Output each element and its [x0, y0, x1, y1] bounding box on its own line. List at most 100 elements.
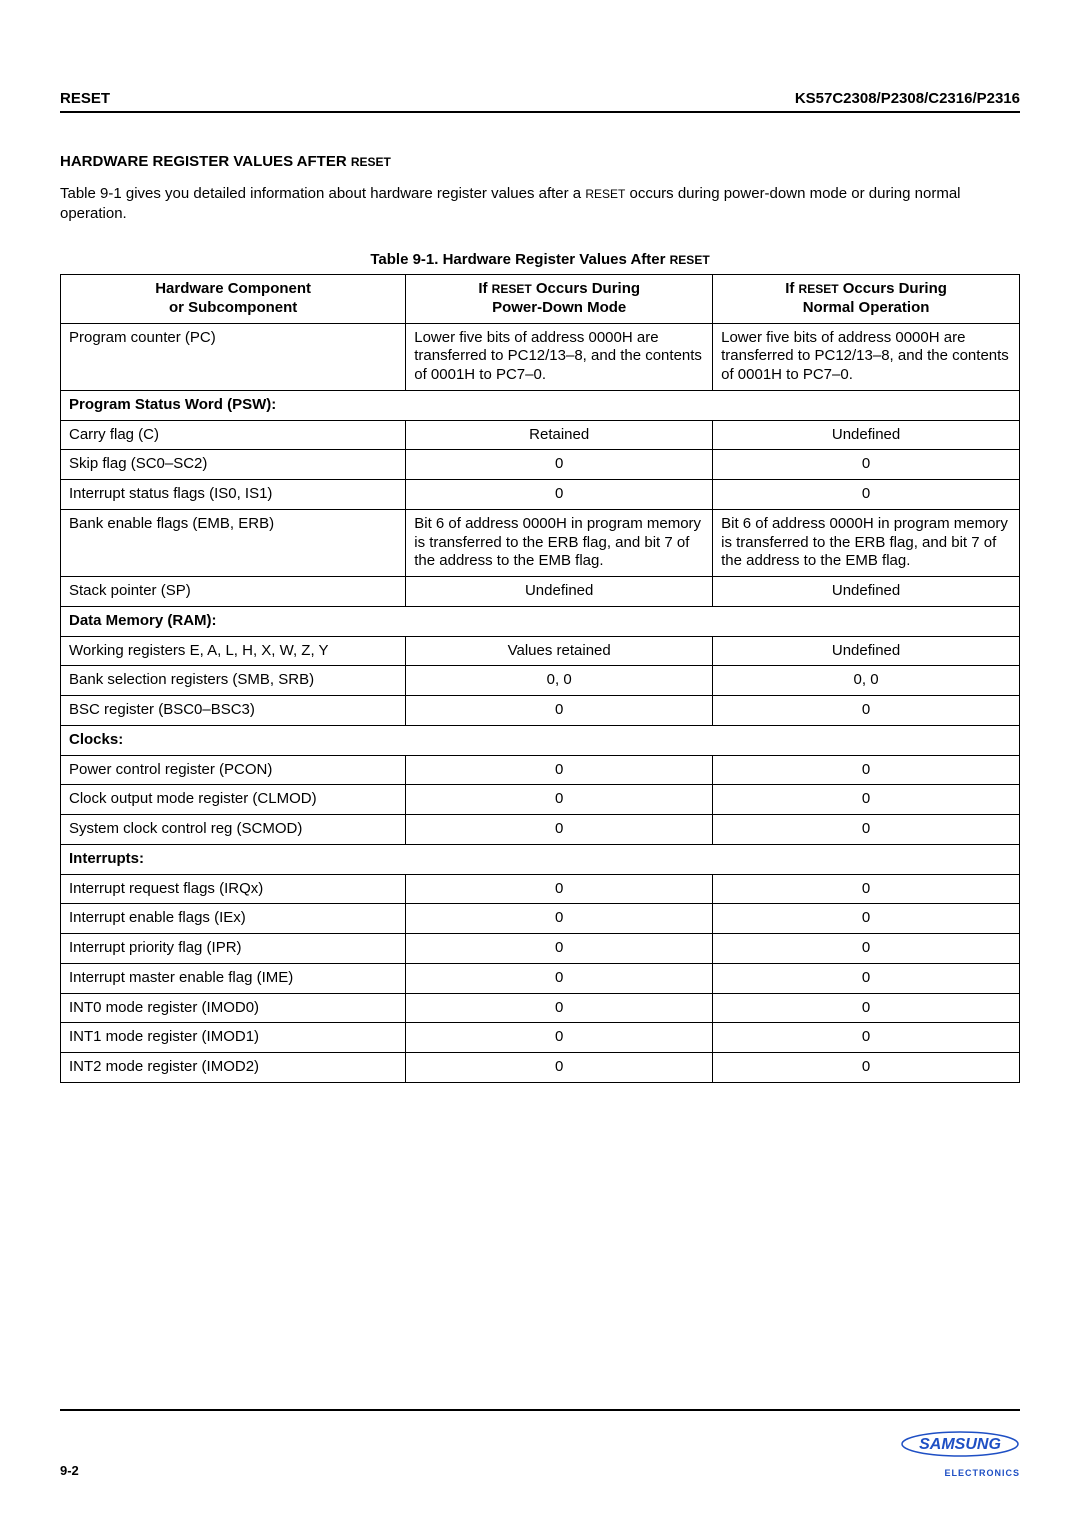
cell-no: 0: [713, 480, 1020, 510]
col3-pre: If: [785, 280, 798, 297]
header-rule: [60, 111, 1020, 113]
cell-no: 0: [713, 815, 1020, 845]
table-row: Working registers E, A, L, H, X, W, Z, Y…: [61, 636, 1020, 666]
cell-no: 0: [713, 696, 1020, 726]
cell-label: Bank enable flags (EMB, ERB): [61, 509, 406, 576]
table-header-row: Hardware Component or Subcomponent If RE…: [61, 275, 1020, 324]
table-row: Power control register (PCON) 0 0: [61, 755, 1020, 785]
col2-pre: If: [478, 280, 491, 297]
cell-no: Undefined: [713, 577, 1020, 607]
table-row: Skip flag (SC0–SC2) 0 0: [61, 450, 1020, 480]
cell-pd: 0: [406, 480, 713, 510]
cell-no: 0: [713, 755, 1020, 785]
section-title-sc: RESET: [351, 155, 391, 169]
col-header-powerdown: If RESET Occurs During Power-Down Mode: [406, 275, 713, 324]
caption-sc: RESET: [670, 253, 710, 267]
cell-pd: Bit 6 of address 0000H in program memory…: [406, 509, 713, 576]
cell-label: INT2 mode register (IMOD2): [61, 1053, 406, 1083]
footer-rule: [60, 1409, 1020, 1411]
intro-pre: Table 9-1 gives you detailed information…: [60, 185, 585, 202]
col2-sc: RESET: [492, 282, 532, 296]
section-row-ram: Data Memory (RAM):: [61, 606, 1020, 636]
page: RESET KS57C2308/P2308/C2316/P2316 HARDWA…: [0, 0, 1080, 1528]
footer-row: 9-2 SAMSUNG ELECTRONICS: [60, 1431, 1020, 1478]
cell-pd: 0: [406, 785, 713, 815]
cell-no: 0: [713, 993, 1020, 1023]
logo-text: SAMSUNG: [919, 1436, 1001, 1453]
cell-label: Skip flag (SC0–SC2): [61, 450, 406, 480]
col3-post: Occurs During: [839, 280, 947, 297]
table-row: Stack pointer (SP) Undefined Undefined: [61, 577, 1020, 607]
section-label: Clocks:: [61, 725, 1020, 755]
cell-pd: 0: [406, 450, 713, 480]
table-row: Clock output mode register (CLMOD) 0 0: [61, 785, 1020, 815]
cell-pd: 0: [406, 934, 713, 964]
section-title-pre: HARDWARE REGISTER VALUES AFTER: [60, 153, 351, 170]
col1-l2: or Subcomponent: [169, 299, 297, 316]
cell-label: INT1 mode register (IMOD1): [61, 1023, 406, 1053]
table-row: INT2 mode register (IMOD2) 0 0: [61, 1053, 1020, 1083]
col-header-component: Hardware Component or Subcomponent: [61, 275, 406, 324]
cell-label: Interrupt status flags (IS0, IS1): [61, 480, 406, 510]
table-row: Carry flag (C) Retained Undefined: [61, 420, 1020, 450]
table-caption: Table 9-1. Hardware Register Values Afte…: [60, 251, 1020, 268]
table-row: Interrupt master enable flag (IME) 0 0: [61, 963, 1020, 993]
header-right: KS57C2308/P2308/C2316/P2316: [795, 90, 1020, 107]
page-header: RESET KS57C2308/P2308/C2316/P2316: [60, 90, 1020, 107]
col2-post: Occurs During: [532, 280, 640, 297]
section-row-interrupts: Interrupts:: [61, 844, 1020, 874]
cell-label: Clock output mode register (CLMOD): [61, 785, 406, 815]
header-left: RESET: [60, 90, 110, 107]
cell-pd: 0: [406, 1023, 713, 1053]
cell-no: Lower five bits of address 0000H are tra…: [713, 323, 1020, 390]
cell-no: 0: [713, 1023, 1020, 1053]
cell-pd: 0: [406, 993, 713, 1023]
table-row: System clock control reg (SCMOD) 0 0: [61, 815, 1020, 845]
table-row: INT0 mode register (IMOD0) 0 0: [61, 993, 1020, 1023]
cell-no: Bit 6 of address 0000H in program memory…: [713, 509, 1020, 576]
samsung-logo-box: SAMSUNG ELECTRONICS: [900, 1431, 1020, 1478]
table-row: Interrupt enable flags (IEx) 0 0: [61, 904, 1020, 934]
table-row: Interrupt status flags (IS0, IS1) 0 0: [61, 480, 1020, 510]
cell-no: 0: [713, 450, 1020, 480]
section-label: Interrupts:: [61, 844, 1020, 874]
cell-pd: 0: [406, 755, 713, 785]
section-row-clocks: Clocks:: [61, 725, 1020, 755]
table-row: Program counter (PC) Lower five bits of …: [61, 323, 1020, 390]
cell-label: Program counter (PC): [61, 323, 406, 390]
page-footer: 9-2 SAMSUNG ELECTRONICS: [60, 1409, 1020, 1478]
intro-paragraph: Table 9-1 gives you detailed information…: [60, 184, 1020, 223]
intro-sc: RESET: [585, 187, 625, 201]
cell-no: Undefined: [713, 636, 1020, 666]
cell-label: Power control register (PCON): [61, 755, 406, 785]
cell-no: 0: [713, 904, 1020, 934]
cell-no: 0: [713, 785, 1020, 815]
col-header-normal: If RESET Occurs During Normal Operation: [713, 275, 1020, 324]
cell-label: Bank selection registers (SMB, SRB): [61, 666, 406, 696]
cell-label: Interrupt priority flag (IPR): [61, 934, 406, 964]
col3-l2: Normal Operation: [803, 299, 930, 316]
cell-label: Interrupt master enable flag (IME): [61, 963, 406, 993]
col1-l1: Hardware Component: [155, 280, 311, 297]
caption-pre: Table 9-1. Hardware Register Values Afte…: [370, 251, 669, 268]
cell-label: Stack pointer (SP): [61, 577, 406, 607]
cell-no: 0: [713, 1053, 1020, 1083]
table-row: INT1 mode register (IMOD1) 0 0: [61, 1023, 1020, 1053]
cell-no: 0: [713, 963, 1020, 993]
cell-pd: 0: [406, 904, 713, 934]
section-label: Program Status Word (PSW):: [61, 390, 1020, 420]
cell-pd: Values retained: [406, 636, 713, 666]
cell-pd: Retained: [406, 420, 713, 450]
cell-no: Undefined: [713, 420, 1020, 450]
cell-label: System clock control reg (SCMOD): [61, 815, 406, 845]
page-number: 9-2: [60, 1463, 79, 1478]
table-row: Interrupt priority flag (IPR) 0 0: [61, 934, 1020, 964]
section-title: HARDWARE REGISTER VALUES AFTER RESET: [60, 153, 1020, 170]
samsung-logo-icon: SAMSUNG: [900, 1431, 1020, 1457]
register-table: Hardware Component or Subcomponent If RE…: [60, 274, 1020, 1083]
cell-pd: 0, 0: [406, 666, 713, 696]
cell-label: Working registers E, A, L, H, X, W, Z, Y: [61, 636, 406, 666]
cell-label: Interrupt request flags (IRQx): [61, 874, 406, 904]
table-row: Interrupt request flags (IRQx) 0 0: [61, 874, 1020, 904]
cell-pd: 0: [406, 815, 713, 845]
